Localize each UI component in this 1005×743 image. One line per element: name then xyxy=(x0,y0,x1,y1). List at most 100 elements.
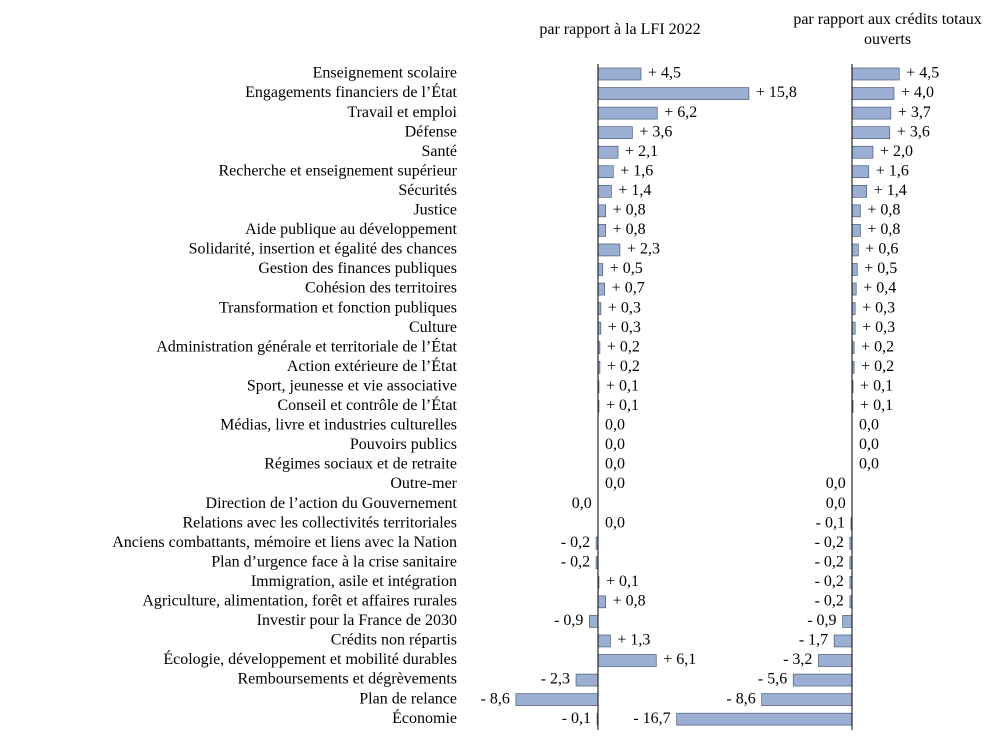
category-label: Justice xyxy=(413,202,457,219)
bar xyxy=(851,126,891,139)
category-label: Direction de l’action du Gouvernement xyxy=(206,495,458,512)
category-label: Régimes sociaux et de retraite xyxy=(264,456,457,473)
value-label: - 0,9 xyxy=(807,612,836,629)
bar xyxy=(597,185,612,198)
value-label: + 0,2 xyxy=(861,358,894,375)
value-label: + 0,8 xyxy=(613,221,646,238)
value-label: 0,0 xyxy=(826,475,846,492)
bar xyxy=(792,673,853,687)
bar xyxy=(851,224,861,237)
category-label: Plan de relance xyxy=(359,690,457,707)
bar xyxy=(597,263,604,276)
value-label: - 1,7 xyxy=(799,632,828,649)
value-label: + 4,5 xyxy=(648,65,681,82)
category-label: Agriculture, alimentation, forêt et affa… xyxy=(142,593,457,610)
bar xyxy=(818,654,853,667)
category-label: Aide publique au développement xyxy=(245,221,457,238)
value-label: + 1,6 xyxy=(876,162,909,179)
value-label: + 0,2 xyxy=(861,338,894,355)
category-label: Immigration, asile et intégration xyxy=(251,573,457,590)
bar xyxy=(833,634,853,648)
value-label: + 6,2 xyxy=(664,104,697,121)
bar xyxy=(515,693,599,706)
value-label: + 0,3 xyxy=(608,299,641,316)
bar xyxy=(851,263,858,276)
value-label: + 0,5 xyxy=(864,260,897,277)
bar xyxy=(597,87,750,100)
bar xyxy=(851,204,861,218)
category-label: Médias, livre et industries culturelles xyxy=(220,417,457,434)
value-label: - 0,2 xyxy=(815,553,844,570)
value-label: - 0,1 xyxy=(816,514,845,531)
value-label: + 1,6 xyxy=(620,162,653,179)
category-label: Cohésion des territoires xyxy=(305,280,457,297)
value-label: - 8,6 xyxy=(726,690,755,707)
category-label: Sécurités xyxy=(398,182,457,199)
category-label: Remboursements et dégrèvements xyxy=(238,671,458,688)
category-label: Crédits non répartis xyxy=(331,632,457,649)
value-label: + 0,1 xyxy=(606,377,639,394)
value-label: + 0,4 xyxy=(863,280,896,297)
value-label: + 0,3 xyxy=(862,319,895,336)
value-label: + 1,3 xyxy=(617,632,650,649)
value-label: + 0,2 xyxy=(607,358,640,375)
value-label: 0,0 xyxy=(605,417,625,434)
value-label: - 0,2 xyxy=(815,593,844,610)
category-label: Conseil et contrôle de l’État xyxy=(278,395,458,414)
value-label: 0,0 xyxy=(605,514,625,531)
bar xyxy=(597,145,619,159)
bar xyxy=(851,165,870,179)
bar xyxy=(851,106,892,120)
bar xyxy=(589,615,599,628)
bar xyxy=(597,634,611,648)
bar xyxy=(597,243,621,257)
category-label: Plan d’urgence face à la crise sanitaire xyxy=(211,553,457,570)
value-label: - 2,3 xyxy=(541,671,570,688)
bar xyxy=(851,185,867,198)
category-label: Défense xyxy=(405,123,457,140)
value-label: - 0,2 xyxy=(815,573,844,590)
category-label: Action extérieure de l’État xyxy=(287,356,458,375)
category-label: Administration générale et territoriale … xyxy=(156,336,457,355)
value-label: 0,0 xyxy=(572,495,592,512)
category-label: Investir pour la France de 2030 xyxy=(257,612,457,629)
value-label: + 0,1 xyxy=(860,397,893,414)
value-label: - 0,1 xyxy=(562,710,591,727)
category-label: Outre-mer xyxy=(390,475,457,492)
value-label: + 0,8 xyxy=(867,221,900,238)
bar xyxy=(597,165,614,179)
value-label: + 3,7 xyxy=(898,104,931,121)
category-label: Anciens combattants, mémoire et liens av… xyxy=(112,534,457,551)
category-label: Économie xyxy=(392,708,457,727)
category-label: Recherche et enseignement supérieur xyxy=(218,162,457,179)
value-label: + 0,5 xyxy=(610,260,643,277)
bar xyxy=(761,693,853,706)
bar xyxy=(851,87,895,100)
category-label: Culture xyxy=(409,319,457,336)
bar xyxy=(597,595,606,609)
value-label: 0,0 xyxy=(605,475,625,492)
value-label: + 0,8 xyxy=(613,593,646,610)
value-label: + 0,8 xyxy=(867,202,900,219)
value-label: + 0,7 xyxy=(612,280,645,297)
bar xyxy=(597,224,606,237)
value-label: + 0,3 xyxy=(862,299,895,316)
bar xyxy=(597,654,657,667)
value-label: + 0,2 xyxy=(607,338,640,355)
category-label: Pouvoirs publics xyxy=(350,436,457,453)
category-label: Santé xyxy=(421,143,457,160)
value-label: + 0,1 xyxy=(606,573,639,590)
bar xyxy=(597,106,658,120)
value-label: - 0,2 xyxy=(561,534,590,551)
bar xyxy=(597,282,605,296)
category-label: Travail et emploi xyxy=(347,104,457,121)
value-label: - 3,2 xyxy=(783,651,812,668)
value-label: 0,0 xyxy=(859,456,879,473)
value-label: 0,0 xyxy=(859,417,879,434)
category-label: Solidarité, insertion et égalité des cha… xyxy=(189,241,457,258)
value-label: + 6,1 xyxy=(663,651,696,668)
bar xyxy=(851,243,859,257)
value-label: 0,0 xyxy=(859,436,879,453)
category-label: Relations avec les collectivités territo… xyxy=(182,514,457,531)
